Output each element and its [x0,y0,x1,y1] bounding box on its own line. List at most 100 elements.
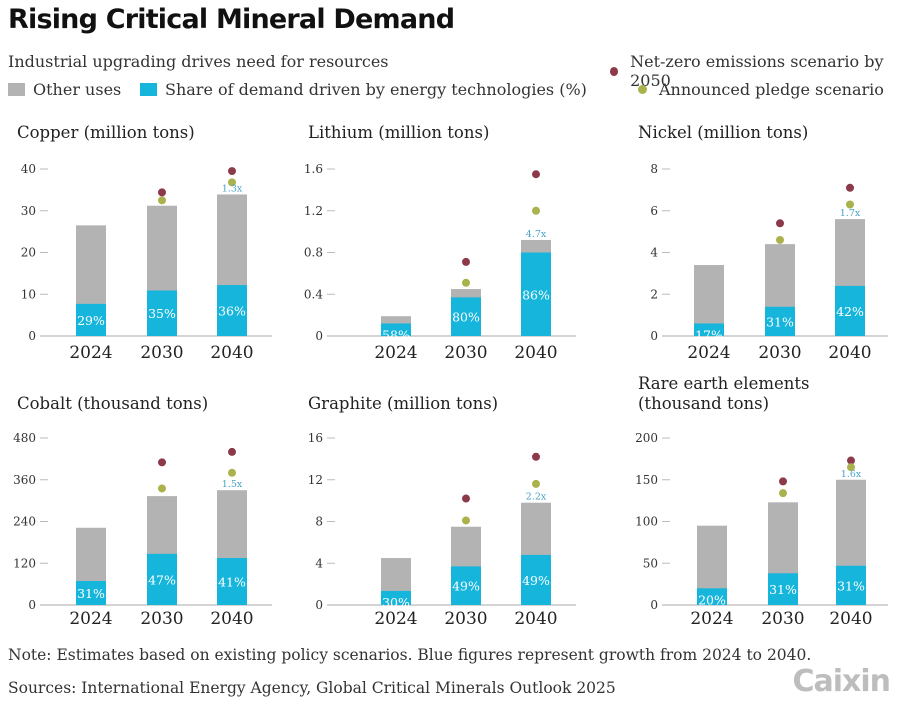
bar-energy-share [451,566,481,605]
y-tick-label: 6 [650,204,658,218]
legend-aps: Announced pledge scenario [638,80,884,99]
y-tick-label: 16 [308,431,323,445]
growth-label: 1.5x [222,479,243,490]
chart-title: Lithium (million tons) [308,123,489,142]
bar-energy-share [521,252,551,336]
legend-dot-aps [638,85,647,94]
legend-other: Other uses [8,80,121,99]
growth-label: 1.7x [840,208,861,219]
legend-label-aps: Announced pledge scenario [659,80,884,99]
bar-energy-share [217,285,247,336]
chart-title: Graphite (million tons) [308,394,498,413]
page-title: Rising Critical Mineral Demand [8,4,455,35]
aps-point [158,196,166,205]
x-tick-label: 2040 [210,343,253,363]
share-label: 42% [836,304,864,319]
bar-energy-share [217,558,247,605]
y-tick-label: 30 [21,204,36,218]
nze-point [776,219,784,228]
share-label: 41% [218,575,246,590]
nze-point [779,477,787,486]
y-tick-label: 0 [28,598,36,612]
chart-title: Rare earth elements [638,374,809,393]
y-tick-label: 12 [308,473,323,487]
aps-point [462,278,470,287]
y-tick-label: 4 [650,246,658,260]
bar-energy-share [836,565,866,605]
bar-energy-share [697,588,727,605]
y-tick-label: 8 [650,162,658,176]
x-tick-label: 2040 [514,343,557,363]
legend-label-energy: Share of demand driven by energy technol… [165,80,587,99]
y-tick-label: 200 [635,431,658,445]
chart-title: Cobalt (thousand tons) [17,394,208,413]
x-tick-label: 2030 [444,343,487,363]
bar-energy-share [76,303,106,336]
y-tick-label: 0 [315,329,323,343]
nze-point [158,458,166,467]
y-tick-label: 100 [635,515,658,529]
bar-energy-share [147,290,177,336]
aps-point [532,479,540,488]
y-tick-label: 120 [13,556,36,570]
nze-point [532,452,540,461]
share-label: 31% [837,578,865,593]
nze-point [228,167,236,176]
share-label: 31% [77,586,105,601]
nze-point [846,183,854,192]
bar-energy-share [381,323,411,336]
aps-point [847,463,855,472]
x-tick-label: 2040 [514,609,557,629]
y-tick-label: 1.6 [304,162,323,176]
share-label: 58% [382,327,410,342]
share-label: 80% [452,310,480,325]
y-tick-label: 360 [13,473,36,487]
y-tick-label: 0 [650,329,658,343]
bar-energy-share [451,297,481,336]
share-label: 36% [218,304,246,319]
y-tick-label: 0 [315,598,323,612]
nze-point [532,170,540,179]
nze-point [462,494,470,503]
y-tick-label: 4 [315,556,323,570]
y-tick-label: 8 [315,515,323,529]
x-tick-label: 2024 [69,343,112,363]
share-label: 30% [382,595,410,610]
nze-point [228,447,236,456]
y-tick-label: 0 [650,598,658,612]
share-label: 47% [148,572,176,587]
y-tick-label: 20 [21,246,36,260]
x-tick-label: 2030 [140,343,183,363]
aps-point [228,178,236,187]
legend-dot-nze [610,66,619,76]
nze-point [462,257,470,266]
bar-energy-share [768,573,798,605]
bar-energy-share [765,306,795,336]
growth-label: 1.6x [841,469,862,480]
share-label: 29% [77,313,105,328]
x-tick-label: 2040 [210,609,253,629]
y-tick-label: 150 [635,473,658,487]
legend-swatch-energy [140,83,157,96]
aps-point [532,206,540,215]
growth-label: 2.2x [526,492,547,503]
aps-point [462,516,470,525]
legend-energy: Share of demand driven by energy technol… [140,80,587,99]
share-label: 31% [766,314,794,329]
x-tick-label: 2030 [444,609,487,629]
sources: Sources: International Energy Agency, Gl… [8,679,616,697]
x-tick-label: 2024 [687,343,730,363]
x-tick-label: 2024 [690,609,733,629]
x-tick-label: 2030 [758,343,801,363]
aps-point [228,468,236,477]
growth-label: 4.7x [526,229,547,240]
y-tick-label: 0.4 [304,287,323,301]
x-tick-label: 2030 [140,609,183,629]
growth-label: 1.3x [222,183,243,194]
aps-point [846,200,854,209]
caixin-logo: Caixin [792,664,891,699]
y-tick-label: 10 [21,287,36,301]
x-tick-label: 2024 [69,609,112,629]
x-tick-label: 2024 [374,343,417,363]
